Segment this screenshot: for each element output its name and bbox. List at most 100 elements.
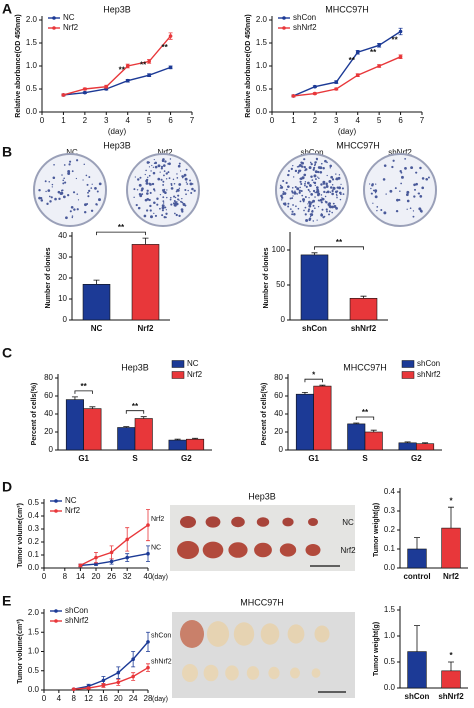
tumor [233,622,255,646]
colony [86,203,89,205]
point [377,43,381,48]
colony [300,189,303,193]
x-tick-label: 2 [313,116,318,125]
colony [383,164,387,167]
colony [189,182,193,186]
y-tick-label: 0.0 [384,563,396,572]
point [146,551,150,556]
colony [175,201,177,204]
colony [312,199,315,203]
panel-label: E [2,593,11,609]
y-tick-label: 80 [274,373,283,382]
series-line [73,667,149,690]
colony [287,169,290,172]
colony [372,189,375,192]
colony [304,182,306,185]
colony [419,195,423,198]
colony [414,188,416,191]
bar [134,418,153,451]
colony [421,186,425,190]
colony [303,158,306,161]
y-axis-label: Relative aborbance(OD 450nm) [245,14,252,117]
colony [304,184,306,187]
colony [76,208,79,211]
colony [320,183,323,186]
tumor [305,544,321,556]
colony [287,205,290,208]
x-tick-label: 6 [398,116,403,125]
colony [62,179,65,182]
colony [98,198,101,202]
colony [331,189,334,192]
colony [314,191,316,194]
point [71,687,76,692]
colony [157,177,161,181]
error-bar [448,506,454,529]
x-tick-label: 26 [107,572,116,581]
x-tick-label: 8 [63,572,68,581]
colony [160,167,163,170]
x-axis-label: (day) [108,127,127,136]
legend-label: Nrf2 [65,506,81,515]
colony [304,169,307,172]
colony [389,189,393,193]
colony [326,190,330,194]
error-bar [71,396,78,400]
colony [157,164,161,168]
panel-label: C [2,345,12,361]
colony [292,176,295,178]
colony [289,197,292,200]
colony [38,196,41,200]
colony [392,159,395,162]
panel-label: A [2,1,12,17]
legend-marker [282,16,286,20]
colony [293,191,297,195]
colony [151,182,155,186]
bar [347,423,366,451]
bar [186,438,205,451]
colony [51,183,54,186]
x-tick-label: 20 [114,694,123,703]
chart-title: MHCC97H [325,4,369,14]
colony [415,171,418,174]
colony [75,177,78,180]
colony [294,190,296,192]
colony [91,183,93,185]
colony [76,159,79,162]
colony [297,207,300,210]
colony [67,172,71,175]
x-tick-label: 5 [377,116,382,125]
colony [317,176,319,178]
colony [96,190,99,193]
colony [177,194,180,197]
bar [295,393,314,451]
y-tick-label: 20 [44,427,53,436]
colony [48,195,51,198]
colony [152,166,155,168]
colony [161,209,164,212]
colony [341,187,344,190]
colony [165,172,168,175]
colony [394,187,397,190]
colony [291,197,294,200]
colony [339,198,342,201]
y-tick-label: 2.0 [256,15,268,24]
dish [33,153,107,227]
colony [395,209,399,213]
colony [401,175,404,179]
colony [372,202,374,204]
x-tick-label: 7 [420,116,425,125]
colony [134,176,136,178]
x-tick-label: 3 [334,116,339,125]
colony [87,191,89,194]
point [116,670,121,675]
annotation: ** [349,56,356,65]
colony [154,161,158,165]
colony [303,165,306,169]
colony [147,176,149,179]
end-label: NC [151,545,161,552]
annotation: ** [119,66,126,75]
point [101,683,106,688]
x-tick-label: 5 [147,116,152,125]
y-tick-label: 0.1 [384,544,396,553]
